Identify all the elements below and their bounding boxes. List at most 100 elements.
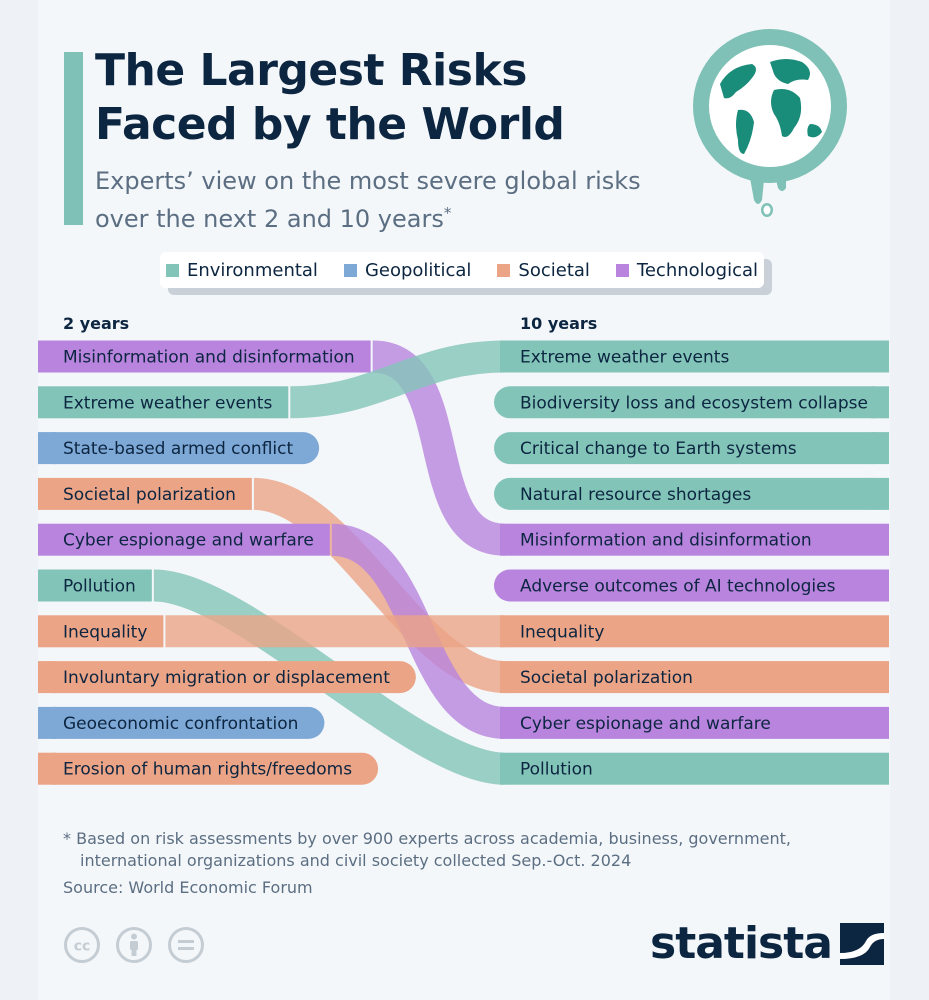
melting-globe-icon: [693, 29, 847, 217]
svg-text:cc: cc: [74, 939, 91, 955]
legend-label: Geopolitical: [364, 259, 472, 281]
brand-name: statista: [650, 918, 833, 969]
left-bar-shape: [38, 523, 330, 556]
right-bar-shape: [500, 752, 889, 785]
left-bar: Geoeconomic confrontation: [38, 706, 325, 739]
right-bar-label: Adverse outcomes of AI technologies: [520, 577, 836, 597]
left-bar: Extreme weather events: [38, 386, 289, 419]
right-bar-label: Societal polarization: [520, 668, 693, 688]
footnote-line1: * Based on risk assessments by over 900 …: [63, 829, 791, 848]
right-bar-shape: [500, 706, 889, 739]
right-bar: Extreme weather events: [500, 340, 889, 373]
left-bar-shape: [38, 340, 371, 373]
statista-logo-icon: [839, 923, 884, 965]
right-bar: Critical change to Earth systems: [494, 432, 889, 465]
legend-swatch: [615, 263, 629, 277]
subtitle-line1: Experts’ view on the most severe global …: [95, 167, 641, 195]
left-bar-shape: [38, 386, 289, 419]
legend-swatch: [497, 263, 511, 277]
link-ribbon: [290, 340, 506, 419]
legend-item-environmental: Environmental: [165, 259, 318, 281]
left-bar-shape: [38, 706, 325, 739]
left-bar-label: State-based armed conflict: [63, 439, 293, 459]
right-bar: Societal polarization: [500, 661, 889, 694]
subtitle-line2-text: over the next 2 and 10 years: [95, 205, 444, 233]
left-bar-square-edge: [38, 432, 56, 465]
legend-label: Environmental: [186, 259, 318, 281]
right-bar-shape: [494, 569, 889, 602]
no-derivatives-icon[interactable]: [167, 926, 205, 964]
left-bar-shape: [38, 752, 379, 785]
left-bar: Cyber espionage and warfare: [38, 523, 330, 556]
left-bar-shape: [38, 615, 164, 648]
footnote-line2: international organizations and civil so…: [80, 851, 632, 870]
attribution-icon[interactable]: [115, 926, 153, 964]
right-bar-label: Natural resource shortages: [520, 485, 751, 505]
left-bar-label: Societal polarization: [63, 485, 236, 505]
left-bar: Erosion of human rights/freedoms: [38, 752, 379, 785]
left-bar-label: Cyber espionage and warfare: [63, 531, 314, 551]
left-column-header: 2 years: [63, 314, 129, 333]
legend-item-technological: Technological: [615, 259, 759, 281]
left-bar: State-based armed conflict: [38, 432, 320, 465]
right-bar-label: Pollution: [520, 760, 593, 780]
right-bar-square-edge: [871, 432, 889, 465]
legend: Environmental Geopolitical Societal Technol…: [160, 252, 764, 288]
left-bar-label: Misinformation and disinformation: [63, 348, 355, 368]
left-bar-square-edge: [38, 752, 56, 785]
right-bar-label: Cyber espionage and warfare: [520, 714, 771, 734]
left-bar-label: Erosion of human rights/freedoms: [63, 760, 352, 780]
left-bar-square-edge: [38, 706, 56, 739]
left-bar-shape: [38, 432, 320, 465]
left-bar-shape: [38, 477, 252, 510]
right-bar-label: Misinformation and disinformation: [520, 531, 812, 551]
page-title-line1: The Largest Risks: [95, 45, 527, 96]
legend-swatch: [165, 263, 179, 277]
subtitle-asterisk: *: [443, 204, 452, 222]
right-bar-shape: [500, 523, 889, 556]
right-bar: Biodiversity loss and ecosystem collapse: [494, 386, 889, 419]
cc-icon[interactable]: cc: [63, 926, 101, 964]
page-title-line2: Faced by the World: [95, 99, 565, 150]
right-bar: Cyber espionage and warfare: [500, 706, 889, 739]
right-bar-shape: [500, 661, 889, 694]
right-bar-shape: [494, 477, 889, 510]
left-bar-square-edge: [38, 661, 56, 694]
right-bar-label: Extreme weather events: [520, 348, 729, 368]
right-bar-label: Biodiversity loss and ecosystem collapse: [520, 393, 868, 413]
left-bar-label: Involuntary migration or displacement: [63, 668, 390, 688]
right-bar-square-edge: [871, 569, 889, 602]
link-ribbons: [152, 340, 507, 785]
right-bar-label: Critical change to Earth systems: [520, 439, 797, 459]
left-bar-shape: [38, 661, 416, 694]
right-bar-shape: [500, 615, 889, 648]
left-bar: Misinformation and disinformation: [38, 340, 371, 373]
source-text: Source: World Economic Forum: [63, 878, 313, 897]
left-bar-label: Pollution: [63, 577, 136, 597]
right-bar: Inequality: [500, 615, 889, 648]
legend-swatch: [343, 263, 357, 277]
right-bar: Misinformation and disinformation: [500, 523, 889, 556]
legend-label: Technological: [636, 259, 759, 281]
legend-label: Societal: [518, 259, 590, 281]
left-bar: Pollution: [38, 569, 152, 602]
left-bar-shape: [38, 569, 152, 602]
left-bar: Involuntary migration or displacement: [38, 661, 416, 694]
right-bar-shape: [500, 340, 889, 373]
statista-logo[interactable]: statista: [650, 920, 884, 968]
right-bar: Adverse outcomes of AI technologies: [494, 569, 889, 602]
legend-item-societal: Societal: [497, 260, 590, 281]
subtitle-line2: over the next 2 and 10 years*: [95, 197, 451, 235]
left-bar: Inequality: [38, 615, 164, 648]
left-bar-label: Extreme weather events: [63, 393, 272, 413]
title-accent-bar: [64, 52, 83, 225]
right-bar-shape: [494, 432, 889, 465]
left-bar-label: Geoeconomic confrontation: [63, 714, 298, 734]
right-bar-shape: [494, 386, 889, 419]
left-bar: Societal polarization: [38, 477, 252, 510]
left-bar-label: Inequality: [63, 622, 147, 642]
right-bar: Natural resource shortages: [494, 477, 889, 510]
right-bar-square-edge: [871, 386, 889, 419]
right-bar-square-edge: [871, 477, 889, 510]
